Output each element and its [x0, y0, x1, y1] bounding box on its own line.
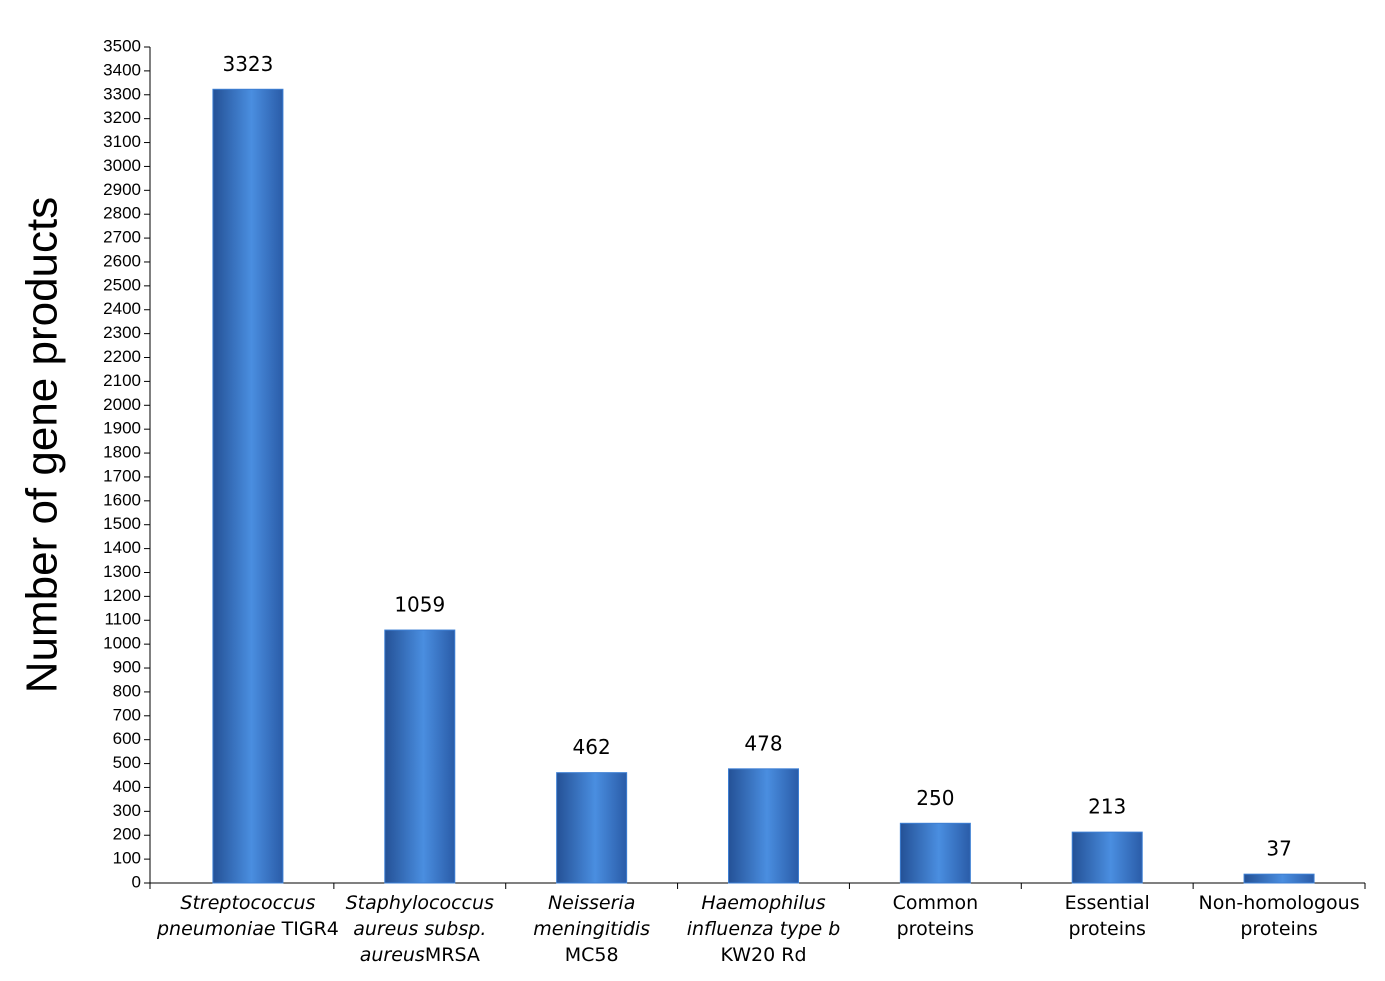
x-tick-label: Neisseria — [548, 892, 635, 914]
y-tick-label: 700 — [113, 705, 141, 724]
label-part: Non-homologous — [1199, 892, 1360, 914]
label-part: pneumoniae — [156, 918, 276, 940]
y-tick-label: 3300 — [103, 84, 141, 103]
label-part: proteins — [1240, 918, 1317, 940]
x-tick-label: Common — [893, 892, 979, 914]
y-tick-label: 3200 — [103, 108, 141, 127]
bar — [212, 88, 284, 884]
value-label: 250 — [916, 786, 954, 810]
y-tick-label: 400 — [113, 777, 141, 796]
label-part: TIGR4 — [276, 918, 339, 940]
x-tick-label: proteins — [1240, 918, 1317, 940]
bar — [728, 768, 799, 884]
bar — [1071, 831, 1143, 884]
label-part: Staphylococcus — [346, 892, 494, 914]
label-part: KW20 Rd — [720, 944, 806, 966]
label-part: MRSA — [425, 944, 480, 966]
y-tick-label: 1900 — [103, 419, 141, 438]
x-tick-label: pneumoniae TIGR4 — [156, 918, 339, 940]
y-tick-label: 2200 — [103, 347, 141, 366]
label-part: meningitidis — [533, 918, 650, 940]
y-tick-label: 200 — [113, 825, 141, 844]
y-tick-label: 100 — [113, 849, 141, 868]
value-label: 1059 — [394, 593, 445, 617]
label-part: MC58 — [565, 944, 619, 966]
y-tick-label: 1300 — [103, 562, 141, 581]
label-part: aureus — [360, 944, 425, 966]
y-tick-label: 1700 — [103, 466, 141, 485]
x-tick-label: Staphylococcus — [346, 892, 494, 914]
label-part: proteins — [897, 918, 974, 940]
y-tick-label: 2100 — [103, 371, 141, 390]
bar — [1243, 873, 1315, 884]
y-tick-label: 800 — [113, 681, 141, 700]
value-label: 213 — [1088, 795, 1126, 819]
x-tick-label: Streptococcus — [180, 892, 315, 914]
x-tick-label: aureus subsp. — [353, 918, 486, 940]
y-tick-label: 500 — [113, 753, 141, 772]
y-tick-label: 3100 — [103, 132, 141, 151]
y-tick-label: 3000 — [103, 156, 141, 175]
bar — [899, 822, 971, 884]
value-label: 37 — [1266, 837, 1291, 861]
label-part: influenza type b — [687, 918, 841, 940]
label-part: Common — [893, 892, 979, 914]
y-tick-label: 300 — [113, 801, 141, 820]
x-tick-label: aureusMRSA — [360, 944, 480, 966]
y-tick-label: 1200 — [103, 586, 141, 605]
y-tick-label: 3400 — [103, 60, 141, 79]
y-tick-label: 2000 — [103, 395, 141, 414]
y-tick-label: 1600 — [103, 490, 141, 509]
label-part: proteins — [1068, 918, 1145, 940]
bar — [384, 629, 456, 884]
y-tick-label: 2700 — [103, 228, 141, 247]
x-tick-label: Non-homologous — [1199, 892, 1360, 914]
label-part: Essential — [1065, 892, 1150, 914]
y-tick-label: 2600 — [103, 251, 141, 270]
x-tick-label: proteins — [1068, 918, 1145, 940]
y-tick-label: 2800 — [103, 204, 141, 223]
label-part: Neisseria — [548, 892, 635, 914]
x-tick-label: proteins — [897, 918, 974, 940]
x-tick-label: meningitidis — [533, 918, 650, 940]
y-tick-label: 0 — [132, 872, 141, 891]
x-tick-label: MC58 — [565, 944, 619, 966]
value-label: 478 — [744, 731, 782, 755]
y-tick-label: 1100 — [104, 610, 141, 629]
label-part: Streptococcus — [180, 892, 315, 914]
value-label: 462 — [573, 735, 611, 759]
label-part: Haemophilus — [701, 892, 825, 914]
x-tick-label: influenza type b — [687, 918, 841, 940]
y-axis-label: Number of gene products — [18, 197, 67, 694]
y-tick-label: 3500 — [103, 36, 141, 55]
y-tick-label: 1000 — [103, 634, 141, 653]
y-tick-label: 600 — [113, 729, 141, 748]
y-tick-label: 1500 — [103, 514, 141, 533]
y-tick-label: 2900 — [103, 180, 141, 199]
y-tick-label: 2300 — [103, 323, 141, 342]
y-tick-label: 2400 — [103, 299, 141, 318]
y-tick-label: 900 — [113, 658, 141, 677]
value-label: 3323 — [222, 52, 273, 76]
x-tick-label: Haemophilus — [701, 892, 825, 914]
y-tick-label: 1800 — [103, 443, 141, 462]
label-part: aureus subsp. — [353, 918, 486, 940]
bar — [556, 772, 628, 884]
y-tick-label: 1400 — [103, 538, 141, 557]
x-tick-label: Essential — [1065, 892, 1150, 914]
x-tick-label: KW20 Rd — [720, 944, 806, 966]
y-tick-label: 2500 — [103, 275, 141, 294]
